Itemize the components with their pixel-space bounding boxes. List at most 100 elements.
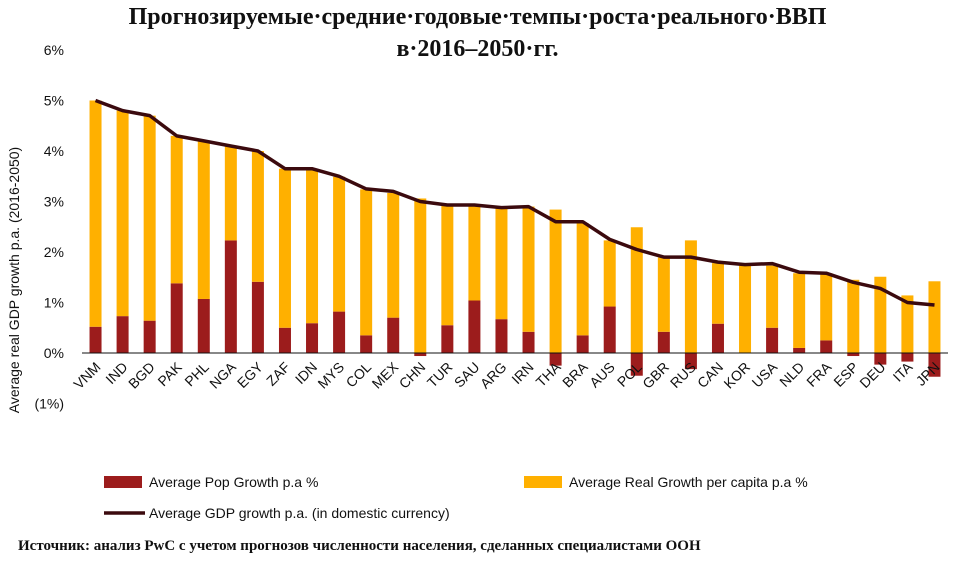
pop-growth-bar [251,281,264,353]
y-tick-label: 3% [44,194,64,210]
pop-growth-bar [549,353,562,366]
pop-growth-bar [387,317,400,353]
legend-swatch-pop-growth [104,476,142,488]
x-tick-label: PHL [181,359,212,390]
real-growth-per-capita-bar [116,110,129,317]
real-growth-per-capita-bar [766,265,779,328]
x-tick-label: CAN [694,359,726,391]
y-tick-label: 6% [44,42,64,58]
pop-growth-bar [522,331,535,353]
real-growth-per-capita-bar [522,206,535,332]
x-tick-label: FRA [803,358,835,390]
pop-growth-bar [333,311,346,353]
real-growth-per-capita-bar [928,281,941,353]
real-growth-per-capita-bar [387,192,400,318]
real-growth-per-capita-bar [414,198,427,353]
bars [89,100,941,377]
pop-growth-bar [468,300,481,353]
real-growth-per-capita-bar [847,279,860,353]
pop-growth-bar [901,353,914,362]
pop-growth-bar [441,325,454,353]
pop-growth-bar [847,353,860,357]
x-tick-label: CHN [396,359,429,392]
x-tick-label: NLD [776,359,807,390]
gdp-line-group [94,98,935,307]
legend-label-gdp-line: Average GDP growth p.a. (in domestic cur… [149,505,450,521]
real-growth-per-capita-bar [333,176,346,312]
real-growth-per-capita-bar [739,265,752,353]
real-growth-per-capita-bar [197,140,210,299]
chart: (1%) 0% 1% 2% 3% 4% 5% 6% VNMINDBGDPAKPHLNGAEGY… [6,42,948,521]
legend-label-real-growth: Average Real Growth per capita p.a % [569,474,808,490]
real-growth-per-capita-bar [278,168,291,328]
real-growth-per-capita-bar [306,168,319,324]
chart-title-line2: в·2016–2050·гг. [396,36,559,62]
legend-swatch-real-growth [524,476,562,488]
pop-growth-bar [603,306,616,353]
x-tick-label: KOR [720,359,753,392]
y-tick-label: 0% [44,345,64,361]
y-tick-label: 1% [44,295,64,311]
source-note: Источник: анализ PwC с учетом прогнозов … [18,538,701,554]
x-tick-label: SAU [451,359,483,391]
pop-growth-bar [197,298,210,353]
real-growth-per-capita-bar [468,205,481,301]
real-growth-per-capita-bar [711,263,724,324]
pop-growth-bar [306,323,319,353]
real-growth-per-capita-bar [820,273,833,341]
legend-label-pop-growth: Average Pop Growth p.a % [149,474,318,490]
real-growth-per-capita-bar [874,276,887,353]
x-tick-label: ESP [830,359,861,390]
real-growth-per-capita-bar [170,135,183,284]
chart-title-line1: Прогнозируемые·средние·годовые·темпы·рос… [128,4,827,30]
x-tick-label: ITA [890,358,916,384]
real-growth-per-capita-bar [251,151,264,282]
real-growth-per-capita-bar [495,207,508,320]
x-tick-label: BGD [125,359,158,392]
pop-growth-bar [170,283,183,353]
pop-growth-bar [630,353,643,376]
real-growth-per-capita-bar [630,227,643,353]
y-tick-label: 4% [44,143,64,159]
y-axis-label: Average real GDP growth p.a. (2016-2050) [6,147,22,413]
pop-growth-bar [684,353,697,370]
y-tick-label: 2% [44,244,64,260]
x-tick-label: IRN [508,359,536,387]
x-tick-label: VNM [70,359,103,392]
x-tick-label: PAK [154,358,185,389]
pop-growth-bar [495,319,508,353]
y-tick-label: (1%) [34,396,64,412]
x-tick-label: EGY [234,358,267,391]
pop-growth-bar [793,347,806,353]
x-tick-label: AUS [586,359,618,391]
real-growth-per-capita-bar [549,209,562,353]
real-growth-per-capita-bar [576,223,589,336]
x-tick-label: USA [749,358,781,390]
x-tick-label: ARG [477,359,510,392]
pop-growth-bar [360,335,373,353]
pop-growth-bar [576,335,589,353]
pop-growth-bar [766,327,779,353]
real-growth-per-capita-bar [360,189,373,336]
real-growth-per-capita-bar [657,257,670,332]
real-growth-per-capita-bar [224,145,237,241]
pop-growth-bar [89,326,102,353]
legend: Average Pop Growth p.a % Average Real Gro… [104,474,808,521]
real-growth-per-capita-bar [89,100,102,327]
pop-growth-bar [820,340,833,353]
x-tick-labels: VNMINDBGDPAKPHLNGAEGYZAFIDNMYSCOLMEXCHNT… [70,358,942,392]
x-tick-label: ZAF [263,359,293,389]
x-tick-label: MYS [314,359,347,392]
real-growth-per-capita-bar [603,240,616,307]
real-growth-per-capita-bar [793,273,806,348]
real-growth-per-capita-bar [441,205,454,326]
x-tick-label: COL [343,359,375,391]
y-tick-label: 5% [44,93,64,109]
pop-growth-bar [874,353,887,365]
x-tick-label: NGA [206,358,239,391]
real-growth-per-capita-bar [901,295,914,353]
pop-growth-bar [711,323,724,353]
pop-growth-bar [414,353,427,357]
pop-growth-bar [657,331,670,353]
x-tick-label: MEX [369,358,402,391]
